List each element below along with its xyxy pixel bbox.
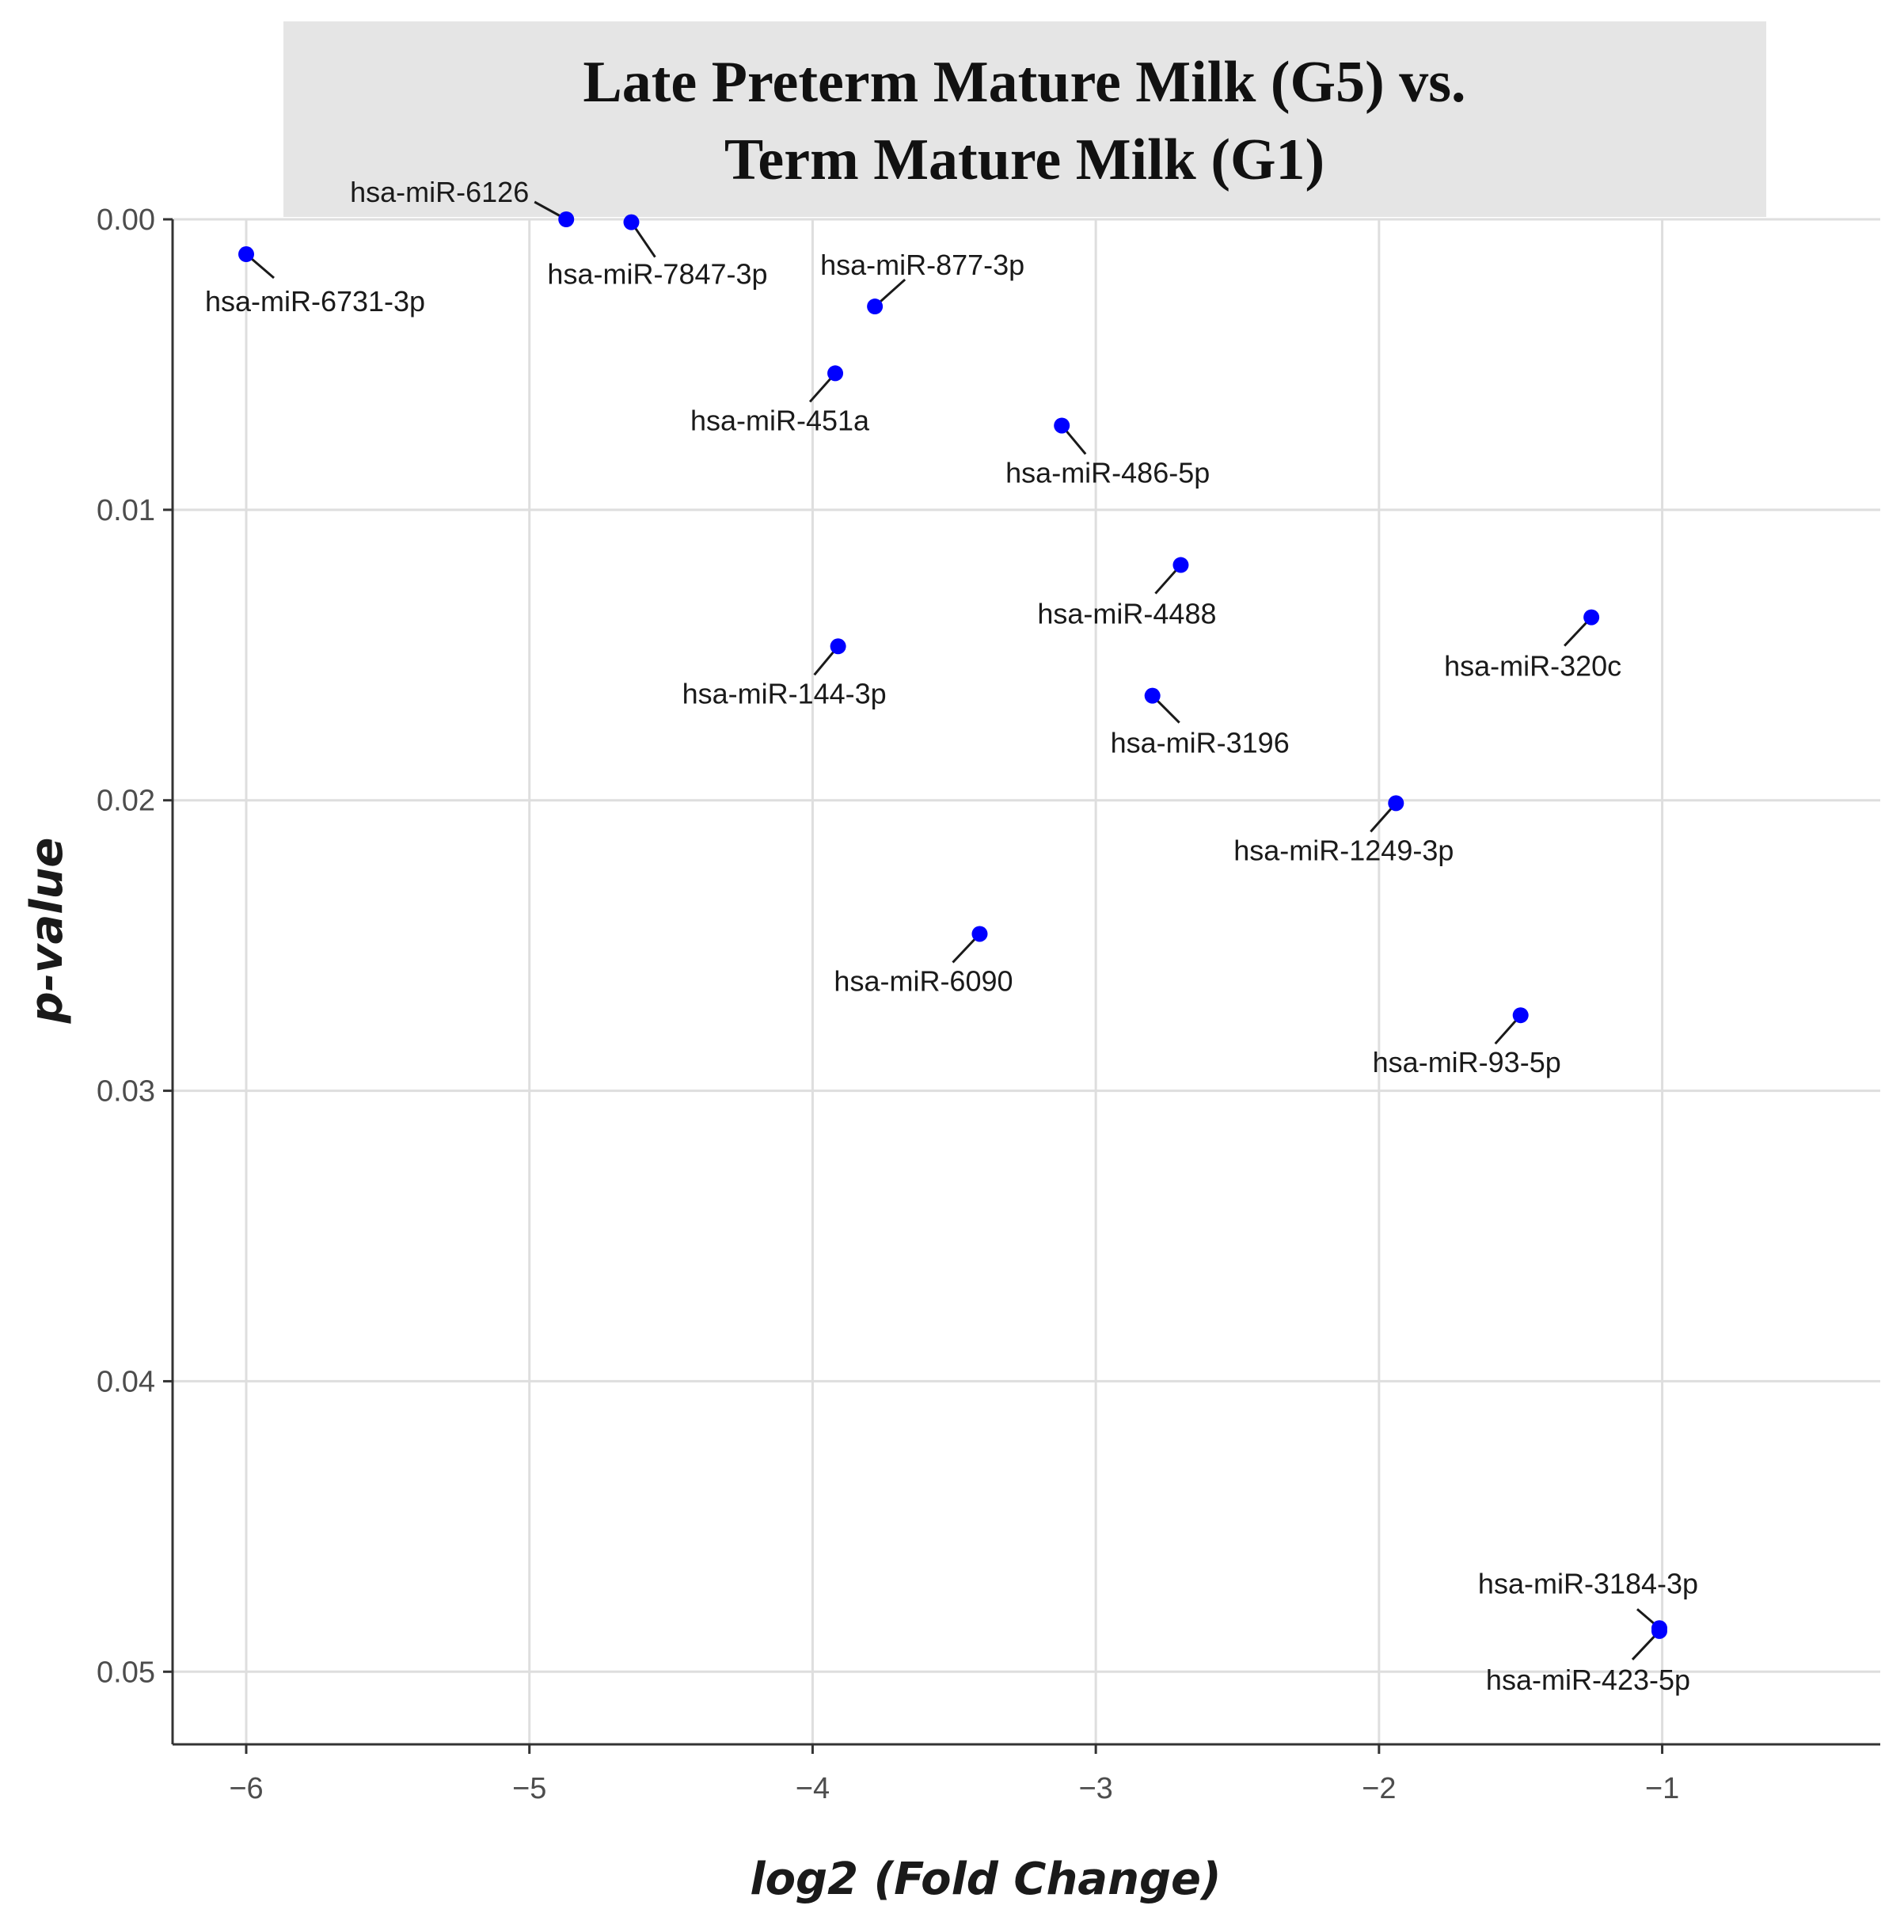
- point-labels: hsa-miR-6731-3p hsa-miR-6126 hsa-miR-7847-…: [205, 176, 1698, 1696]
- data-point: [1144, 687, 1161, 704]
- point-label: hsa-miR-423-5p: [1486, 1664, 1690, 1696]
- y-tick-label: 0.05: [97, 1656, 155, 1689]
- x-axis-title: log2 (Fold Change): [750, 1854, 1221, 1905]
- x-tick-label: −3: [1078, 1772, 1112, 1805]
- point-label: hsa-miR-4488: [1037, 598, 1216, 630]
- x-tick-label: −6: [229, 1772, 263, 1805]
- y-tick-label: 0.01: [97, 494, 155, 527]
- data-points: [238, 211, 1667, 1639]
- point-label: hsa-miR-3184-3p: [1478, 1567, 1698, 1599]
- data-point: [827, 365, 844, 382]
- data-point: [830, 638, 846, 655]
- chart-title-line-2: Term Mature Milk (G1): [724, 127, 1324, 192]
- point-label: hsa-miR-6731-3p: [205, 285, 425, 318]
- chart-title-line-1: Late Preterm Mature Milk (G5) vs.: [583, 50, 1465, 115]
- point-label: hsa-miR-486-5p: [1005, 456, 1210, 489]
- point-label: hsa-miR-451a: [690, 404, 870, 436]
- data-point: [1172, 557, 1189, 573]
- y-tick-label: 0.02: [97, 785, 155, 818]
- data-point: [558, 211, 575, 227]
- point-label: hsa-miR-6090: [834, 964, 1013, 997]
- point-label: hsa-miR-877-3p: [820, 249, 1024, 281]
- x-gridlines: [245, 219, 1664, 1744]
- y-axis-title: p-value: [21, 838, 73, 1025]
- y-gridlines: [173, 218, 1880, 1673]
- data-point: [971, 926, 988, 942]
- data-point: [1388, 795, 1404, 812]
- point-label: hsa-miR-6126: [350, 176, 529, 208]
- x-axis-ticks: −6 −5 −4 −3 −2 −1: [229, 1744, 1679, 1805]
- x-tick-label: −5: [512, 1772, 546, 1805]
- y-tick-label: 0.00: [97, 203, 155, 237]
- title-box: [283, 21, 1766, 217]
- point-label: hsa-miR-144-3p: [682, 677, 887, 709]
- y-tick-label: 0.04: [97, 1365, 155, 1398]
- data-point: [1054, 417, 1070, 434]
- point-label: hsa-miR-320c: [1444, 650, 1621, 683]
- data-point: [867, 299, 884, 315]
- data-point: [623, 214, 640, 230]
- x-tick-label: −1: [1645, 1772, 1679, 1805]
- y-axis-ticks: 0.00 0.01 0.02 0.03 0.04 0.05: [97, 203, 173, 1689]
- data-point: [1512, 1007, 1529, 1024]
- data-point: [1651, 1622, 1667, 1639]
- point-label: hsa-miR-7847-3p: [547, 258, 767, 291]
- data-point: [238, 246, 255, 263]
- point-label: hsa-miR-93-5p: [1373, 1046, 1561, 1078]
- y-tick-label: 0.03: [97, 1075, 155, 1109]
- x-tick-label: −2: [1362, 1772, 1396, 1805]
- point-label: hsa-miR-3196: [1111, 727, 1290, 759]
- data-point: [1583, 609, 1600, 626]
- x-tick-label: −4: [796, 1772, 830, 1805]
- point-label: hsa-miR-1249-3p: [1233, 834, 1454, 866]
